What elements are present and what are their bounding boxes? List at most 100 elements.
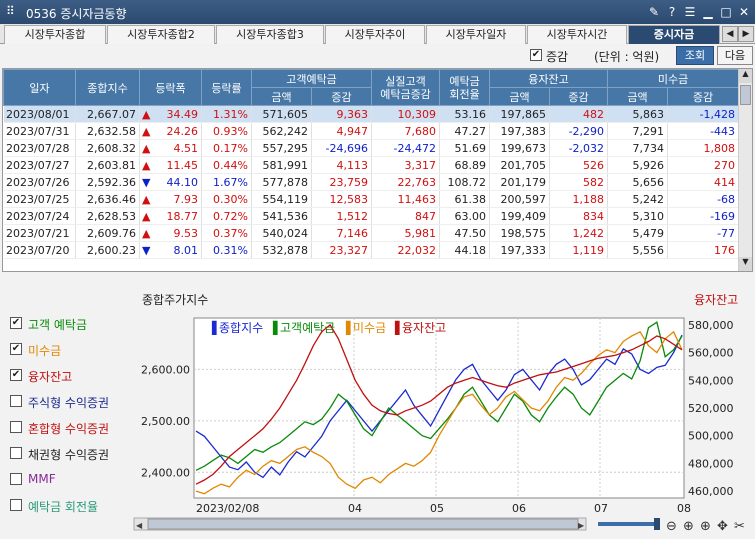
next-button[interactable]: 다음 <box>717 46 753 65</box>
cell-unpaid-diff: 414 <box>667 173 740 191</box>
zoom-in-icon: ⊕ <box>683 519 694 534</box>
minimize-icon[interactable]: ▁ <box>703 5 713 19</box>
col-rate[interactable]: 등락률 <box>201 69 252 106</box>
table-row[interactable]: 2023/07/25 2,636.46 ▲ 7.93 0.30% 554,119 12,58… <box>3 190 740 208</box>
funds-table-body: 일자 종합지수 등락폭 등락률 고객예탁금 실질고객 예탁금증감 예탁금 회전율… <box>3 69 740 259</box>
col-credit-diff[interactable]: 증감 <box>549 87 609 106</box>
x-tick-label: 06 <box>512 502 526 515</box>
cell-unpaid-diff: 176 <box>667 241 740 259</box>
down-arrow-icon: ▼ <box>142 175 151 189</box>
pin-icon[interactable]: ✎ <box>648 5 660 19</box>
increment-label: 증감 <box>546 50 569 64</box>
scroll-up-icon[interactable]: ▲ <box>739 69 752 83</box>
col-unpaid-diff[interactable]: 증감 <box>667 87 740 106</box>
table-scrollbar[interactable]: ▲ ▼ <box>738 69 752 271</box>
col-unpaid[interactable]: 미수금 <box>607 69 740 88</box>
plot-background <box>193 317 685 499</box>
settings-icon[interactable]: ☰ <box>684 5 696 19</box>
table-row[interactable]: 2023/07/31 2,632.58 ▲ 24.26 0.93% 562,242 4,94… <box>3 122 740 140</box>
cell-date: 2023/07/28 <box>3 139 76 157</box>
table-row[interactable]: 2023/08/01 2,667.07 ▲ 34.49 1.31% 571,605 9,36… <box>3 105 740 123</box>
cell-deposit-amount: 554,119 <box>251 190 312 208</box>
cell-credit-diff: 482 <box>549 105 609 123</box>
legend-checkbox[interactable]: ✔ <box>10 343 22 355</box>
table-row[interactable]: 2023/07/21 2,609.76 ▲ 9.53 0.37% 540,024 7,146… <box>3 224 740 242</box>
col-unpaid-amount[interactable]: 금액 <box>607 87 669 106</box>
x-tick-label: 04 <box>348 502 362 515</box>
col-credit[interactable]: 융자잔고 <box>489 69 609 88</box>
tab-market-summary-3[interactable]: 시장투자종합3 <box>216 25 324 44</box>
chart-title: 종합주가지수 <box>142 293 208 307</box>
col-credit-amount[interactable]: 금액 <box>489 87 551 106</box>
scroll-thumb[interactable] <box>740 85 751 105</box>
table-row[interactable]: 2023/07/26 2,592.36 ▼ 44.10 1.67% 577,878 23,7… <box>3 173 740 191</box>
legend-label: 융자잔고 <box>28 370 73 384</box>
cell-date: 2023/07/31 <box>3 122 76 140</box>
cell-real-deposit: 3,317 <box>371 156 441 174</box>
tab-market-time[interactable]: 시장투자시간 <box>527 25 627 44</box>
table-row[interactable]: 2023/07/20 2,600.23 ▼ 8.01 0.31% 532,878 23,32… <box>3 241 740 259</box>
cell-change: ▲ 9.53 <box>139 224 202 242</box>
cell-turnover: 108.72 <box>439 173 491 191</box>
col-deposit-amount[interactable]: 금액 <box>251 87 312 106</box>
tab-market-trend[interactable]: 시장투자추이 <box>325 25 425 44</box>
col-real-deposit[interactable]: 실질고객 예탁금증감 <box>371 69 441 106</box>
increment-checkbox[interactable]: ✔ <box>530 49 542 61</box>
tab-market-funds[interactable]: 증시자금 <box>628 25 720 44</box>
legend-checkbox[interactable]: ✔ <box>10 317 22 329</box>
tab-next-icon[interactable]: ▶ <box>738 26 754 42</box>
legend-checkbox[interactable] <box>10 421 22 433</box>
tab-prev-icon[interactable]: ◀ <box>722 26 738 42</box>
col-index[interactable]: 종합지수 <box>75 69 140 106</box>
cell-unpaid-amount: 5,863 <box>607 105 669 123</box>
legend-checkbox[interactable]: ✔ <box>10 369 22 381</box>
cell-turnover: 68.89 <box>439 156 491 174</box>
cell-turnover: 47.27 <box>439 122 491 140</box>
cell-deposit-amount: 541,536 <box>251 207 312 225</box>
cut-icon: ✂ <box>734 519 745 534</box>
query-button[interactable]: 조회 <box>676 46 714 65</box>
legend-checkbox[interactable] <box>10 473 22 485</box>
zoom-reset-icon: ⊕ <box>700 519 711 534</box>
legend-checkbox[interactable] <box>10 447 22 459</box>
series-line <box>195 323 683 485</box>
table-row[interactable]: 2023/07/24 2,628.53 ▲ 18.77 0.72% 541,536 1,51… <box>3 207 740 225</box>
help-icon[interactable]: ? <box>668 5 676 19</box>
scroll-down-icon[interactable]: ▼ <box>739 257 752 271</box>
table-row[interactable]: 2023/07/27 2,603.81 ▲ 11.45 0.44% 581,991 4,11… <box>3 156 740 174</box>
cell-credit-amount: 199,409 <box>489 207 551 225</box>
cell-date: 2023/07/21 <box>3 224 76 242</box>
legend-checkbox[interactable] <box>10 395 22 407</box>
cell-deposit-amount: 540,024 <box>251 224 312 242</box>
cell-credit-diff: 1,242 <box>549 224 609 242</box>
col-deposit-diff[interactable]: 증감 <box>310 87 373 106</box>
cell-unpaid-amount: 5,556 <box>607 241 669 259</box>
cell-real-deposit: 11,463 <box>371 190 441 208</box>
tab-market-daily[interactable]: 시장투자일자 <box>426 25 526 44</box>
close-icon[interactable]: ✕ <box>738 5 750 19</box>
tab-market-summary[interactable]: 시장투자종합 <box>4 25 106 44</box>
col-date[interactable]: 일자 <box>3 69 76 106</box>
tab-market-summary-2[interactable]: 시장투자종합2 <box>107 25 215 44</box>
chart-legend-label: 미수금 <box>353 321 386 335</box>
y-right-tick-label: 460,000 <box>688 485 734 498</box>
y-right-tick-label: 480,000 <box>688 457 734 470</box>
cell-date: 2023/08/01 <box>3 105 76 123</box>
window-menu-icon[interactable]: ⠿ <box>6 4 15 18</box>
tab-strip: 시장투자종합 시장투자종합2 시장투자종합3 시장투자추이 시장투자일자 시장투… <box>0 24 755 44</box>
table-row[interactable]: 2023/07/28 2,608.32 ▲ 4.51 0.17% 557,295 -24,6… <box>3 139 740 157</box>
col-turnover[interactable]: 예탁금 회전율 <box>439 69 491 106</box>
cell-date: 2023/07/24 <box>3 207 76 225</box>
cell-change: ▲ 7.93 <box>139 190 202 208</box>
cell-unpaid-diff: 270 <box>667 156 740 174</box>
legend-checkbox[interactable] <box>10 499 22 511</box>
cell-unpaid-amount: 5,310 <box>607 207 669 225</box>
maximize-icon[interactable]: □ <box>720 5 732 19</box>
cell-rate: 0.17% <box>201 139 252 157</box>
cell-deposit-amount: 532,878 <box>251 241 312 259</box>
cell-deposit-diff: 9,363 <box>311 105 373 123</box>
window-title: 0536 증시자금동향 <box>26 7 127 21</box>
col-change[interactable]: 등락폭 <box>139 69 202 106</box>
col-deposit[interactable]: 고객예탁금 <box>250 69 373 88</box>
